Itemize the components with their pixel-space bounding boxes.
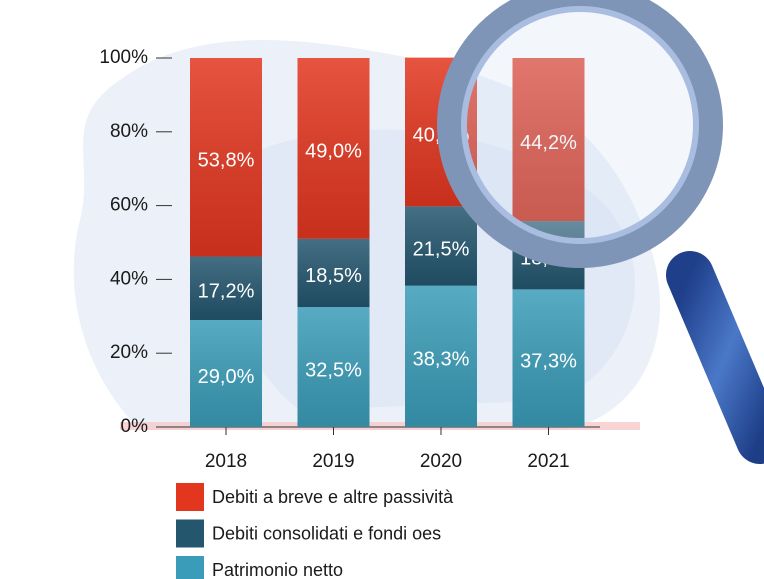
bar-shade xyxy=(297,238,370,308)
x-tick-label: 2021 xyxy=(527,451,569,472)
magnifying-glass xyxy=(437,0,764,464)
value-label: 18,5% xyxy=(305,265,362,287)
legend-label: Debiti consolidati e fondi oes xyxy=(212,523,441,543)
x-tick-label: 2020 xyxy=(420,451,462,472)
y-tick-label: 60% xyxy=(110,195,148,216)
value-label: 29,0% xyxy=(198,366,255,388)
bar-shade xyxy=(405,285,477,427)
y-tick-label: 100% xyxy=(99,47,148,68)
value-label: 44,2% xyxy=(520,132,577,154)
x-tick-label: 2019 xyxy=(312,451,354,472)
legend-swatch xyxy=(176,519,204,548)
value-label: 21,5% xyxy=(413,238,470,260)
bar-shade xyxy=(512,58,585,222)
bar-shade xyxy=(405,206,477,286)
legend-swatch xyxy=(176,556,204,579)
x-tick-label: 2018 xyxy=(205,451,247,472)
legend-swatch xyxy=(176,483,204,511)
bar-shade xyxy=(190,256,262,320)
y-tick-label: 0% xyxy=(121,416,149,437)
legend-label: Debiti a breve e altre passività xyxy=(212,487,454,507)
bar-shade xyxy=(190,58,262,257)
legend-label: Patrimonio netto xyxy=(212,560,343,579)
value-label: 32,5% xyxy=(305,359,362,381)
value-label: 37,3% xyxy=(520,350,577,372)
y-tick-label: 40% xyxy=(110,268,148,289)
bar-shade xyxy=(297,58,370,239)
value-label: 38,3% xyxy=(413,349,470,371)
value-label: 17,2% xyxy=(198,281,255,303)
bar-shade xyxy=(297,307,370,427)
bar-shade xyxy=(190,319,262,427)
bar-shade xyxy=(512,289,585,427)
value-label: 49,0% xyxy=(305,141,362,163)
y-tick-label: 80% xyxy=(110,121,148,142)
y-tick-label: 20% xyxy=(110,342,148,363)
value-label: 53,8% xyxy=(198,150,255,172)
